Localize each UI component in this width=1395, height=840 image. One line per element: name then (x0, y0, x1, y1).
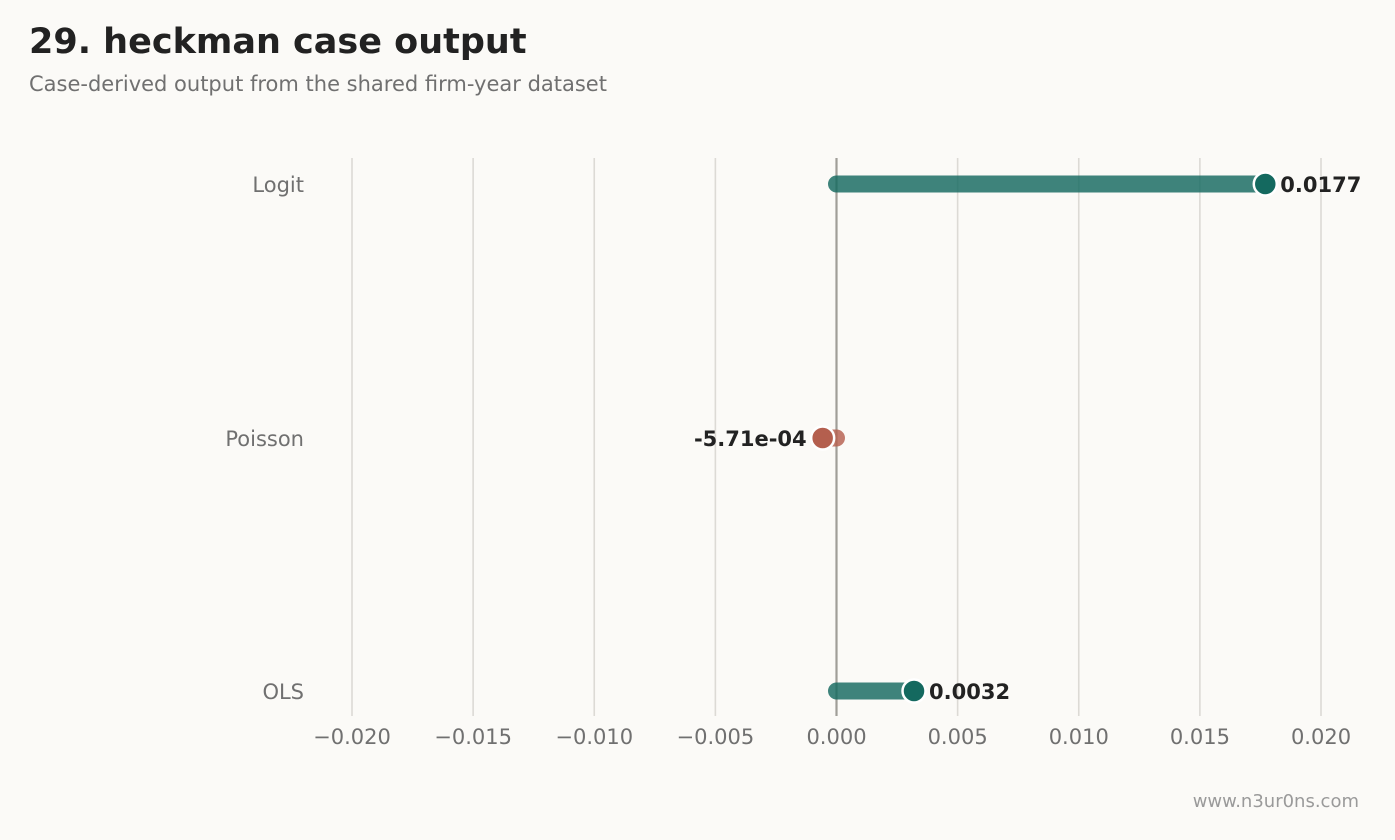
x-axis-ticks: −0.020 −0.015 −0.010 −0.005 0.000 0.005 0.010 0… (313, 725, 1351, 749)
y-category-label: Poisson (225, 427, 304, 451)
x-tick-label: −0.010 (555, 725, 633, 749)
lollipop-point (1252, 171, 1279, 197)
value-label: 0.0032 (929, 680, 1010, 704)
lollipop-point (809, 425, 836, 451)
lollipop-point (901, 678, 927, 704)
watermark: www.n3ur0ns.com (1192, 791, 1359, 812)
value-label: 0.0177 (1280, 173, 1361, 197)
y-category-label: OLS (262, 680, 304, 704)
value-label: -5.71e-04 (694, 427, 807, 451)
chart-subtitle: Case-derived output from the shared firm… (29, 72, 607, 96)
y-axis-categories: Logit Poisson OLS (225, 173, 304, 704)
grid-lines (351, 158, 1322, 716)
y-category-label: Logit (252, 173, 304, 197)
chart-marks: 0.0177 -5.71e-04 0.0032 (694, 171, 1361, 704)
x-tick-label: 0.005 (928, 725, 988, 749)
x-tick-label: 0.000 (806, 725, 866, 749)
x-tick-label: 0.015 (1170, 725, 1230, 749)
x-tick-label: 0.010 (1049, 725, 1109, 749)
x-tick-label: −0.020 (313, 725, 391, 749)
x-tick-label: −0.005 (677, 725, 755, 749)
x-tick-label: −0.015 (434, 725, 512, 749)
chart-title: 29. heckman case output (29, 22, 527, 62)
x-tick-label: 0.020 (1291, 725, 1351, 749)
